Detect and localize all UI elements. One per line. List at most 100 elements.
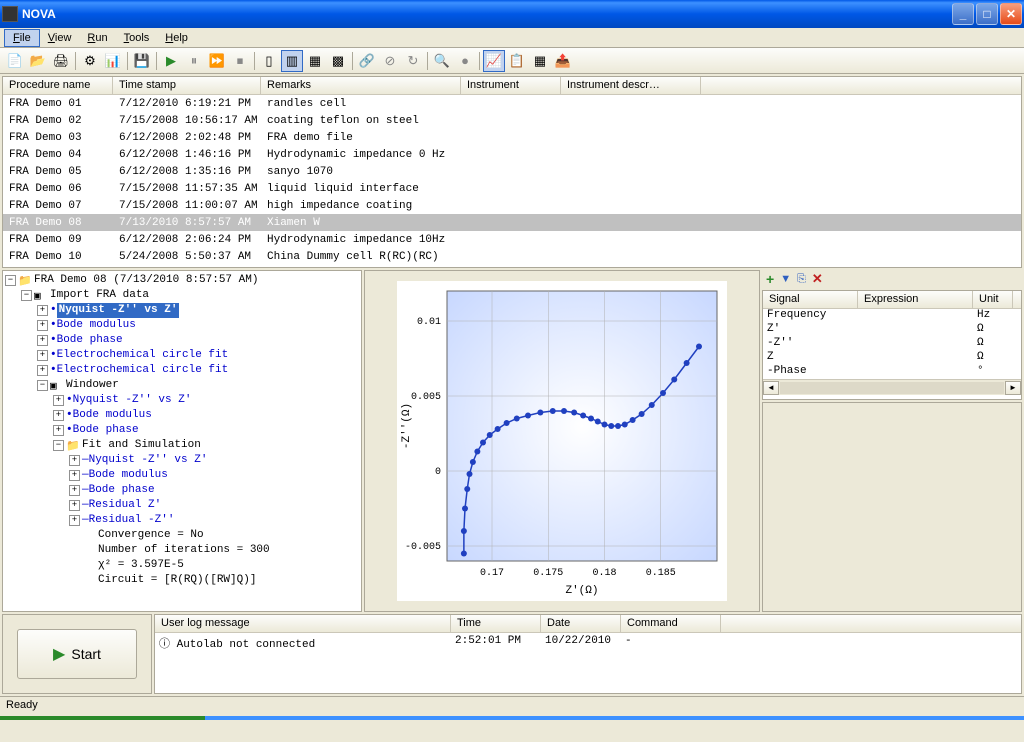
expand-icon[interactable]: − — [21, 290, 32, 301]
layout4-icon[interactable]: ▩ — [327, 50, 349, 72]
delete-icon[interactable]: ✕ — [812, 271, 823, 287]
menu-run[interactable]: Run — [79, 30, 115, 46]
refresh-icon[interactable]: ↻ — [402, 50, 424, 72]
tree-node[interactable]: +— Bode phase — [5, 483, 359, 498]
tree-node[interactable]: Number of iterations = 300 — [5, 543, 359, 558]
table-column-header[interactable]: Instrument descr… — [561, 77, 701, 94]
tree-panel[interactable]: −📁FRA Demo 08 (7/13/2010 8:57:57 AM)−▣Im… — [2, 270, 362, 612]
maximize-button[interactable]: □ — [976, 3, 998, 25]
signal-column-header[interactable]: Expression — [858, 291, 973, 308]
tree-node[interactable]: −📁Fit and Simulation — [5, 438, 359, 453]
table-row[interactable]: FRA Demo 105/24/2008 5:50:37 AMChina Dum… — [3, 248, 1021, 265]
menu-help[interactable]: Help — [157, 30, 196, 46]
save-icon[interactable]: 💾 — [131, 50, 153, 72]
log-row[interactable]: ⓘ Autolab not connected2:52:01 PM10/22/2… — [155, 633, 1021, 651]
expand-icon[interactable]: + — [37, 320, 48, 331]
table-row[interactable]: FRA Demo 017/12/2010 6:19:21 PMrandles c… — [3, 95, 1021, 112]
table-row[interactable]: FRA Demo 096/12/2008 2:06:24 PMHydrodyna… — [3, 231, 1021, 248]
tree-node[interactable]: Convergence = No — [5, 528, 359, 543]
filter-icon[interactable]: ▼ — [780, 273, 791, 285]
layout1-icon[interactable]: ▯ — [258, 50, 280, 72]
table-row[interactable]: FRA Demo 056/12/2008 1:35:16 PMsanyo 107… — [3, 163, 1021, 180]
tree-node[interactable]: Circuit = [R(RQ)([RW]Q)] — [5, 573, 359, 588]
signal-row[interactable]: ZΩ — [763, 351, 1021, 365]
log-column-header[interactable]: User log message — [155, 615, 451, 632]
grid-icon[interactable]: ▦ — [529, 50, 551, 72]
table-row[interactable]: FRA Demo 087/13/2010 8:57:57 AMXiamen W — [3, 214, 1021, 231]
copy-icon[interactable]: ⎘ — [797, 273, 806, 286]
tree-node[interactable]: χ² = 3.597E-5 — [5, 558, 359, 573]
table-row[interactable]: FRA Demo 077/15/2008 11:00:07 AMhigh imp… — [3, 197, 1021, 214]
tree-node[interactable]: +— Nyquist -Z'' vs Z' — [5, 453, 359, 468]
zoom-icon[interactable]: 🔍 — [431, 50, 453, 72]
expand-icon[interactable]: + — [37, 305, 48, 316]
log-column-header[interactable]: Command — [621, 615, 721, 632]
tree-node[interactable]: −▣Import FRA data — [5, 288, 359, 303]
new-icon[interactable]: 📄 — [4, 50, 26, 72]
tool-icon[interactable]: ⚙ — [79, 50, 101, 72]
tree-node[interactable]: +• Nyquist -Z'' vs Z' — [5, 303, 359, 318]
log-column-header[interactable]: Time — [451, 615, 541, 632]
stop-icon[interactable]: ⏹ — [229, 50, 251, 72]
print-icon[interactable]: 🖨 — [50, 50, 72, 72]
minimize-button[interactable]: _ — [952, 3, 974, 25]
table-body[interactable]: FRA Demo 017/12/2010 6:19:21 PMrandles c… — [3, 95, 1021, 267]
play-icon[interactable]: ▶ — [160, 50, 182, 72]
table-column-header[interactable]: Procedure name — [3, 77, 113, 94]
expand-icon[interactable]: + — [69, 515, 80, 526]
expand-icon[interactable]: + — [53, 410, 64, 421]
expand-icon[interactable]: + — [69, 455, 80, 466]
tree-node[interactable]: +— Bode modulus — [5, 468, 359, 483]
step-icon[interactable]: ⏩ — [206, 50, 228, 72]
expand-icon[interactable]: + — [69, 485, 80, 496]
open-icon[interactable]: 📂 — [27, 50, 49, 72]
tree-node[interactable]: +• Bode phase — [5, 423, 359, 438]
expand-icon[interactable]: + — [37, 365, 48, 376]
tree-node[interactable]: +• Electrochemical circle fit — [5, 348, 359, 363]
tree-node[interactable]: +— Residual Z' — [5, 498, 359, 513]
export-icon[interactable]: 📤 — [552, 50, 574, 72]
table-column-header[interactable]: Remarks — [261, 77, 461, 94]
expand-icon[interactable]: + — [53, 395, 64, 406]
nyquist-chart[interactable]: 0.170.1750.180.185-0.00500.0050.01Z'(Ω)-… — [397, 281, 727, 601]
tree-node[interactable]: +• Bode modulus — [5, 408, 359, 423]
table-row[interactable]: FRA Demo 027/15/2008 10:56:17 AMcoating … — [3, 112, 1021, 129]
menu-file[interactable]: File — [4, 29, 40, 47]
table-row[interactable]: FRA Demo 046/12/2008 1:46:16 PMHydrodyna… — [3, 146, 1021, 163]
link-icon[interactable]: 🔗 — [356, 50, 378, 72]
start-button[interactable]: ▶ Start — [17, 629, 137, 679]
menu-view[interactable]: View — [40, 30, 80, 46]
add-icon[interactable]: + — [766, 271, 774, 287]
tree-node[interactable]: +• Bode modulus — [5, 318, 359, 333]
layout2-icon[interactable]: ▥ — [281, 50, 303, 72]
expand-icon[interactable]: + — [37, 335, 48, 346]
table-column-header[interactable]: Instrument — [461, 77, 561, 94]
signal-scrollbar[interactable]: ◄ ► — [763, 379, 1021, 395]
tree-node[interactable]: +• Nyquist -Z'' vs Z' — [5, 393, 359, 408]
signal-row[interactable]: FrequencyHz — [763, 309, 1021, 323]
tree-node[interactable]: +— Residual -Z'' — [5, 513, 359, 528]
tree-node[interactable]: +• Bode phase — [5, 333, 359, 348]
expand-icon[interactable]: + — [69, 500, 80, 511]
expand-icon[interactable]: − — [5, 275, 16, 286]
close-button[interactable]: ✕ — [1000, 3, 1022, 25]
record-icon[interactable]: ● — [454, 50, 476, 72]
expand-icon[interactable]: − — [37, 380, 48, 391]
signal-column-header[interactable]: Signal — [763, 291, 858, 308]
table-row[interactable]: FRA Demo 036/12/2008 2:02:48 PMFRA demo … — [3, 129, 1021, 146]
tree-node[interactable]: −📁FRA Demo 08 (7/13/2010 8:57:57 AM) — [5, 273, 359, 288]
tool2-icon[interactable]: 📊 — [102, 50, 124, 72]
expand-icon[interactable]: + — [69, 470, 80, 481]
scroll-left-icon[interactable]: ◄ — [763, 381, 779, 395]
menu-tools[interactable]: Tools — [116, 30, 158, 46]
scroll-right-icon[interactable]: ► — [1005, 381, 1021, 395]
notes-icon[interactable]: 📋 — [506, 50, 528, 72]
expand-icon[interactable]: + — [37, 350, 48, 361]
unlink-icon[interactable]: ⊘ — [379, 50, 401, 72]
signal-row[interactable]: -Z''Ω — [763, 337, 1021, 351]
signal-column-header[interactable]: Unit — [973, 291, 1013, 308]
tree-node[interactable]: +• Electrochemical circle fit — [5, 363, 359, 378]
signal-row[interactable]: -Phase° — [763, 365, 1021, 379]
expand-icon[interactable]: + — [53, 425, 64, 436]
signal-row[interactable]: Z'Ω — [763, 323, 1021, 337]
